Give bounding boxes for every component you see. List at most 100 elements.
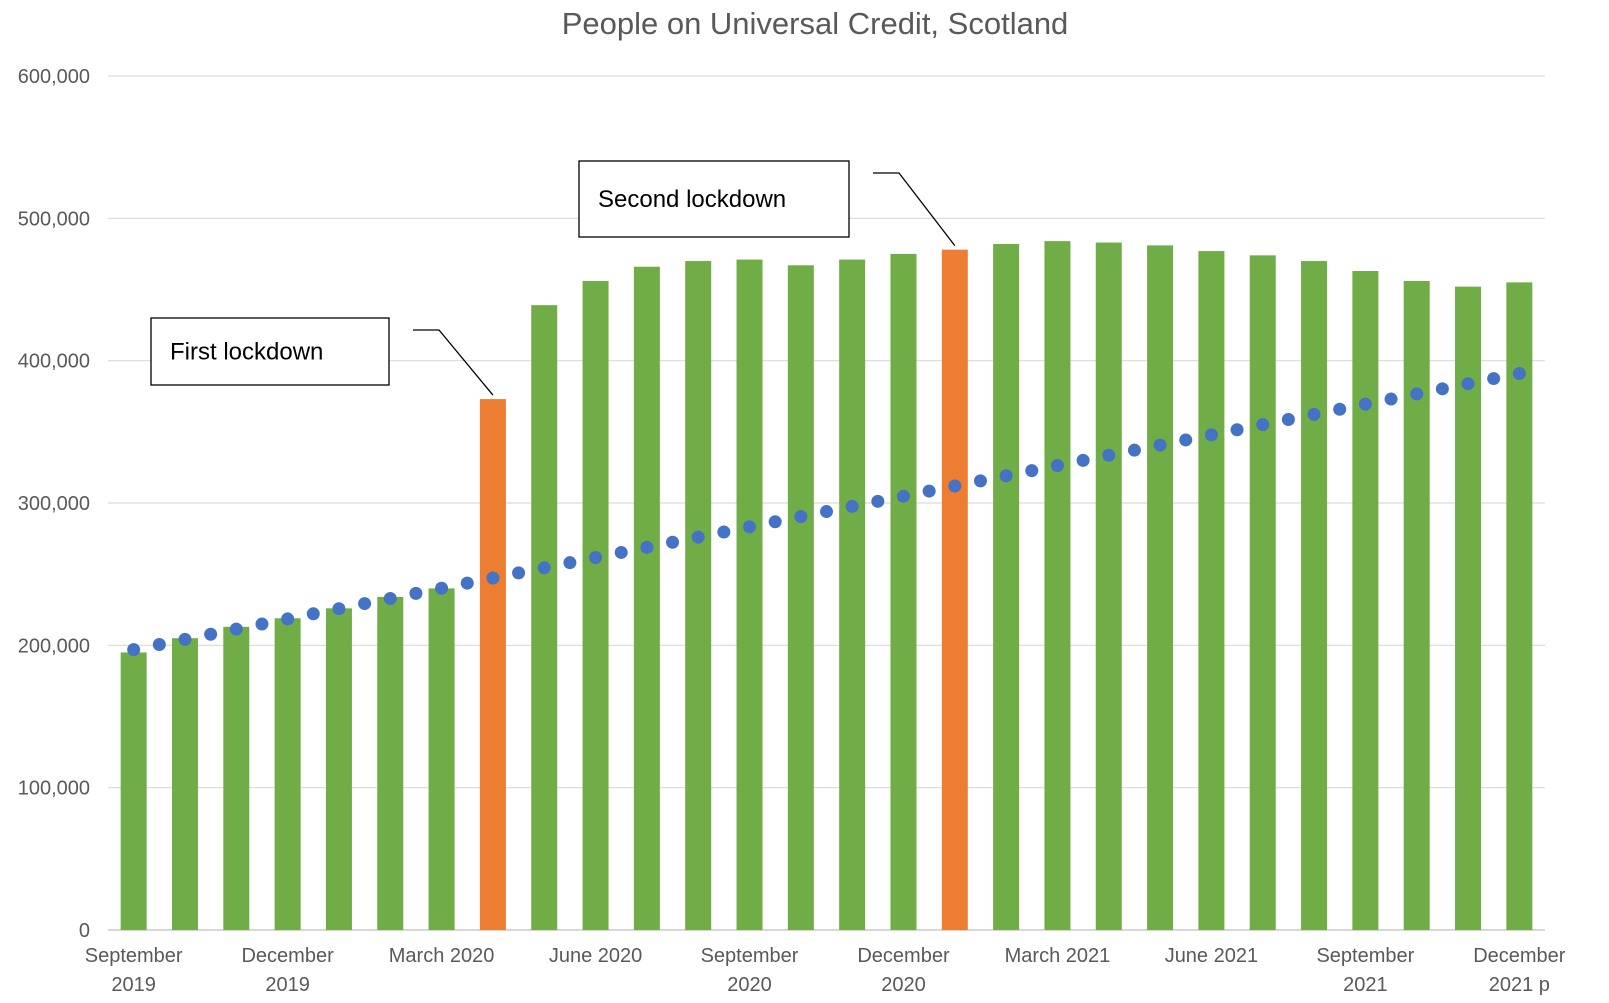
bar [325,608,352,930]
x-tick-label: December 2019 [241,945,334,996]
trendline-dot [640,540,654,554]
bar [1403,280,1430,931]
x-tick-label: September 2020 [701,945,799,996]
trendline-dot [1025,464,1039,478]
x-tick-label: September 2019 [85,945,183,996]
trendline-dot [383,591,397,605]
bar [685,261,712,930]
bar [274,618,301,930]
x-tick-label-line: December [241,945,334,967]
bar [890,253,917,930]
trendline-dot [152,637,166,651]
trendline-dot [1204,428,1218,442]
trendline-dot [1050,459,1064,473]
trendline-dot [589,551,603,565]
bar [839,259,866,930]
trendline-dot [1179,433,1193,447]
y-tick-label: 100,000 [18,778,90,800]
trendline-dot [1435,382,1449,396]
trendline-dot [794,510,808,524]
trendline-dot [435,581,449,595]
x-tick-label-line: 2019 [265,974,310,996]
bar [787,265,814,930]
bar [1198,251,1225,930]
y-tick-label: 300,000 [18,493,90,515]
x-tick-label-line: December [1473,945,1566,967]
trendline-dot [1127,443,1141,457]
trendline-dot [922,484,936,498]
x-tick-label-line: June 2021 [1165,945,1258,967]
x-tick-label: June 2020 [549,945,642,967]
x-tick-label-line: March 2021 [1005,945,1111,967]
x-tick-label: March 2020 [389,945,495,967]
bar [1249,255,1276,931]
y-tick-label: 500,000 [18,208,90,230]
bar [171,638,198,930]
bar [582,280,609,931]
trendline-dot [1281,412,1295,426]
bar [377,596,404,930]
y-tick-label: 0 [79,920,90,942]
bar [1506,282,1533,931]
trendline-dot [512,566,526,580]
trendline-dot [306,607,320,621]
trendline-dot [127,643,141,657]
trendline-dot [820,505,833,519]
bar [428,588,455,930]
trendline-dot [871,494,885,508]
chart-title: People on Universal Credit, Scotland [562,6,1069,41]
trendline-dot [768,515,782,529]
trendline-dot [743,520,757,534]
bar [1455,286,1482,930]
trendline-dot [486,571,500,585]
trendline-dot [1461,377,1475,391]
trendline-dot [563,556,577,570]
trendline-dot [1102,448,1116,462]
bar [223,626,250,930]
bar [1147,245,1174,931]
trendline-dot [229,622,243,636]
bar [1352,270,1379,930]
trendline-dot [204,627,218,641]
bar [633,266,660,930]
x-tick-label-line: December [857,945,950,967]
trendline-dot [896,489,910,503]
y-tick-label: 200,000 [18,635,90,657]
trendline-dot [1384,392,1398,406]
trendline-dot [178,632,192,646]
trendline-dot [691,530,705,544]
x-tick-label-line: 2021 [1343,974,1388,996]
annotation-layer: First lockdown Second lockdown [150,160,956,396]
bar [531,305,558,930]
y-tick-label: 600,000 [18,66,90,88]
x-tick-label-line: 2020 [727,974,772,996]
trendline-dot [409,586,423,600]
trendline-dot [281,612,295,626]
x-tick-label: December 2021 p [1473,945,1566,996]
trendline-dot [614,545,628,559]
trendline-dot [1358,397,1372,411]
trendline-dot [1230,423,1244,437]
x-tick-label: December 2020 [857,945,950,996]
trendline-layer [127,366,1526,657]
x-tick-label: September 2021 [1316,945,1414,996]
trendline-dot [1512,366,1526,380]
trendline-dot [332,602,346,616]
trendline-dot [255,617,269,631]
trendline-dot [1487,372,1501,386]
highlighted-bar [479,399,506,930]
x-tick-label: June 2021 [1165,945,1258,967]
annotation-box [578,160,850,238]
trendline-dot [1076,453,1090,467]
bar [736,259,763,930]
x-tick-label-line: 2019 [111,974,156,996]
annotation-leader-line [873,172,956,247]
trendline-dot [973,474,987,488]
highlighted-bar [941,249,968,930]
trendline-dot [845,499,859,513]
annotation-callout: Second lockdown [578,160,956,247]
trendline-dot [537,561,551,575]
bar [1095,242,1122,930]
